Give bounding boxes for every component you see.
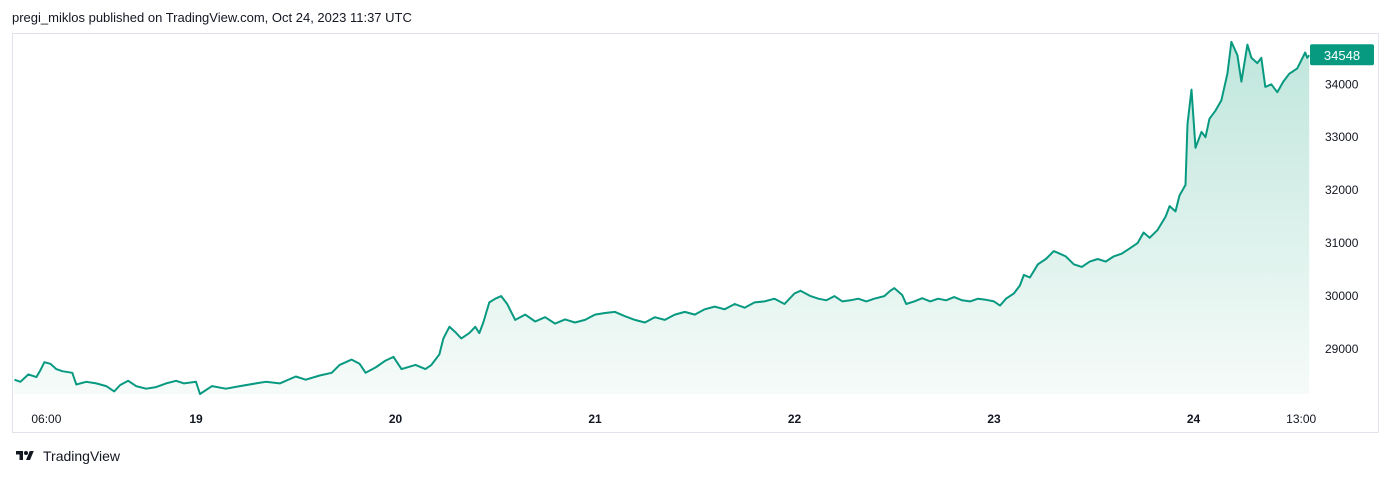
publish-attribution: pregi_miklos published on TradingView.co… xyxy=(12,10,412,25)
tradingview-logo-icon xyxy=(16,451,34,460)
last-price-badge: 34548 xyxy=(1310,44,1374,66)
time-axis[interactable]: 06:00 19 20 21 22 23 24 13:00 xyxy=(31,412,1316,426)
y-tick-label: 30000 xyxy=(1325,289,1359,303)
x-tick-label: 21 xyxy=(588,412,602,426)
x-tick-label: 06:00 xyxy=(31,412,61,426)
last-price-badge-bg xyxy=(1310,44,1374,66)
price-area-fill xyxy=(14,41,1310,395)
chart-frame: 29000 30000 31000 32000 33000 34000 06:00 19 20… xyxy=(12,33,1379,433)
x-tick-label: 20 xyxy=(389,412,403,426)
y-tick-label: 29000 xyxy=(1325,342,1359,356)
price-chart[interactable]: 29000 30000 31000 32000 33000 34000 06:00 19 20… xyxy=(13,34,1380,434)
x-tick-label: 24 xyxy=(1187,412,1201,426)
x-tick-label: 22 xyxy=(788,412,802,426)
y-tick-label: 32000 xyxy=(1325,183,1359,197)
x-tick-label: 13:00 xyxy=(1286,412,1316,426)
y-tick-label: 33000 xyxy=(1325,130,1359,144)
x-tick-label: 19 xyxy=(189,412,203,426)
x-tick-label: 23 xyxy=(987,412,1001,426)
price-line xyxy=(14,40,1310,395)
brand-footer[interactable]: TradingView xyxy=(13,448,120,464)
y-tick-label: 34000 xyxy=(1325,77,1359,91)
brand-label: TradingView xyxy=(43,448,121,464)
last-price-label: 34548 xyxy=(1324,48,1360,63)
y-tick-label: 31000 xyxy=(1325,236,1359,250)
plot-area xyxy=(14,40,1310,395)
price-axis[interactable]: 29000 30000 31000 32000 33000 34000 xyxy=(1325,77,1359,356)
